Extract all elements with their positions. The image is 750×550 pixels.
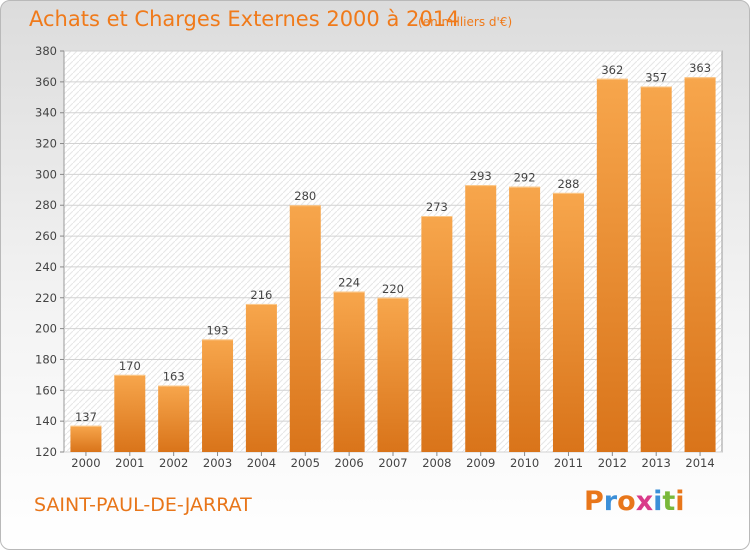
value-label-2003: 193: [207, 323, 229, 337]
y-tick-label: 340: [35, 106, 57, 120]
y-tick-label: 360: [35, 75, 57, 89]
y-tick-label: 180: [35, 352, 57, 366]
chart-title: Achats et Charges Externes 2000 à 2014: [29, 7, 460, 31]
logo-letter: i: [675, 486, 685, 517]
proxiti-logo: Proxiti: [584, 486, 685, 517]
x-tick-label-2006: 2006: [334, 456, 363, 470]
value-label-2008: 273: [426, 200, 448, 214]
value-labels: 137 170 163 193 216 280 224 220 273 293 292 288 362 3…: [75, 61, 711, 424]
y-tick-label: 160: [35, 383, 57, 397]
x-axis-ticks: 2000 2001 2002 2003 2004 2005 2006 2007 2008 2009…: [71, 452, 715, 470]
bar-2010: [509, 186, 541, 452]
bar-2005: [289, 205, 321, 452]
bar-2006: [333, 291, 365, 452]
value-label-2011: 288: [557, 177, 579, 191]
chart-subtitle: (en milliers d'€): [418, 15, 513, 29]
bar-2001: [114, 374, 146, 452]
bar-2013: [640, 86, 672, 452]
value-label-2007: 220: [382, 282, 404, 296]
y-tick-label: 300: [35, 167, 57, 181]
bar-2002: [158, 385, 190, 452]
logo-letter: o: [617, 486, 636, 517]
value-label-2004: 216: [250, 288, 272, 302]
bars: [70, 77, 716, 452]
y-tick-label: 380: [35, 44, 57, 58]
bar-2011: [552, 192, 584, 452]
y-tick-label: 320: [35, 137, 57, 151]
x-tick-label-2004: 2004: [247, 456, 276, 470]
bar-2009: [465, 185, 497, 452]
x-tick-label-2001: 2001: [115, 456, 144, 470]
logo-letter: x: [635, 486, 654, 517]
x-tick-label-2002: 2002: [159, 456, 188, 470]
x-tick-label-2013: 2013: [642, 456, 671, 470]
logo-letter: r: [603, 486, 618, 517]
y-tick-label: 200: [35, 322, 57, 336]
y-tick-label: 140: [35, 414, 57, 428]
x-tick-label-2010: 2010: [510, 456, 539, 470]
x-tick-label-2008: 2008: [422, 456, 451, 470]
logo-letter: t: [662, 486, 676, 517]
bar-2000: [70, 425, 102, 452]
value-label-2005: 280: [294, 189, 316, 203]
x-tick-label-2012: 2012: [598, 456, 627, 470]
x-tick-label-2011: 2011: [554, 456, 583, 470]
bar-2008: [421, 216, 453, 452]
logo-letter: P: [584, 486, 604, 517]
y-tick-label: 280: [35, 198, 57, 212]
bar-2007: [377, 297, 409, 452]
value-label-2001: 170: [119, 359, 141, 373]
y-tick-label: 260: [35, 229, 57, 243]
bar-2014: [684, 77, 716, 452]
x-tick-label-2005: 2005: [291, 456, 320, 470]
y-tick-label: 220: [35, 291, 57, 305]
x-tick-label-2003: 2003: [203, 456, 232, 470]
value-label-2002: 163: [163, 370, 185, 384]
y-tick-label: 240: [35, 260, 57, 274]
value-label-2000: 137: [75, 410, 97, 424]
y-axis-ticks: 120 140 160 180 200 220 240 260 280 300 320 340 360 3…: [35, 44, 64, 459]
value-label-2013: 357: [645, 70, 667, 84]
x-tick-label-2000: 2000: [71, 456, 100, 470]
bar-2004: [245, 303, 277, 452]
value-label-2014: 363: [689, 61, 711, 75]
bar-2003: [202, 339, 234, 452]
bar-2012: [596, 78, 628, 452]
x-tick-label-2014: 2014: [685, 456, 714, 470]
y-tick-label: 120: [35, 445, 57, 459]
location-label: SAINT-PAUL-DE-JARRAT: [34, 494, 252, 516]
logo-letter: i: [653, 486, 663, 517]
value-label-2009: 293: [470, 169, 492, 183]
x-tick-label-2007: 2007: [378, 456, 407, 470]
value-label-2012: 362: [601, 63, 623, 77]
x-tick-label-2009: 2009: [466, 456, 495, 470]
value-label-2010: 292: [514, 171, 536, 185]
value-label-2006: 224: [338, 276, 360, 290]
